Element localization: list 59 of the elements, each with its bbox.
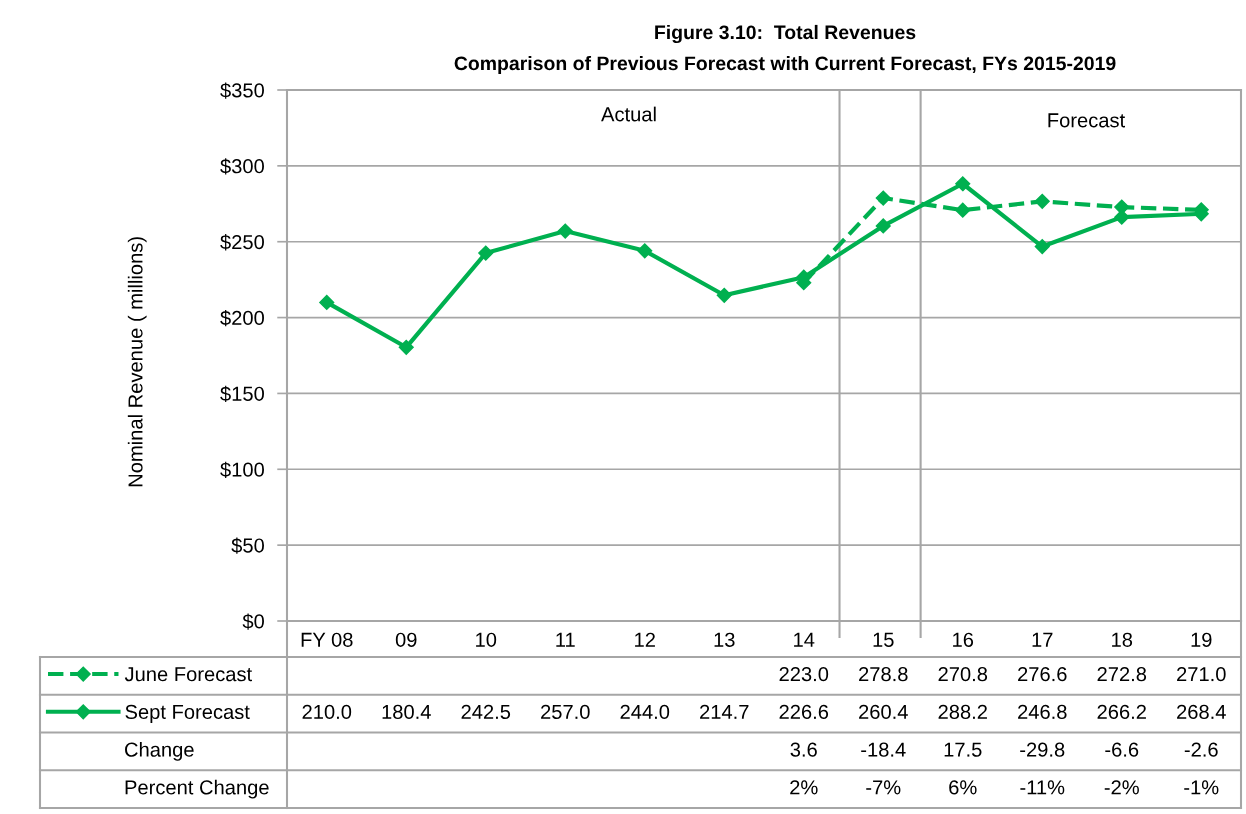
text: -2.6 — [1184, 742, 1218, 757]
legend-label: Sept Forecast — [125, 704, 250, 724]
text: 270.8 — [938, 667, 988, 682]
text: 271.0 — [1177, 667, 1226, 682]
text: 244.0 — [620, 704, 670, 720]
text: -6.6 — [1105, 742, 1139, 757]
x-tick-label: FY 08 — [301, 632, 353, 647]
x-tick-label: 16 — [953, 632, 974, 647]
annotation: Actual — [601, 106, 656, 122]
y-tick-label: $150 — [220, 385, 264, 403]
text: 3.6 — [790, 742, 817, 757]
text: -2% — [1104, 780, 1139, 795]
text: -18.4 — [861, 742, 906, 757]
text: -11% — [1020, 780, 1065, 795]
x-tick-label: 14 — [794, 632, 815, 647]
text: 180.4 — [382, 704, 431, 720]
y-tick-label: $50 — [231, 537, 264, 554]
x-tick-label: 12 — [635, 632, 655, 647]
text: 260.4 — [859, 704, 908, 720]
text: 17.5 — [944, 742, 982, 757]
chart-subtitle: Comparison of Previous Forecast with Current Forecast, FYs 2015-2019 — [454, 55, 1116, 75]
x-tick-label: 11 — [556, 632, 575, 647]
x-tick-label: 19 — [1191, 632, 1212, 647]
text: 226.6 — [779, 704, 829, 720]
y-tick-label: $300 — [220, 158, 264, 175]
y-axis-title: Nominal Revenue ( millions) — [127, 237, 147, 487]
text: -29.8 — [1020, 742, 1065, 757]
y-tick-label: $100 — [220, 461, 264, 478]
annotation: Forecast — [1048, 113, 1125, 128]
x-tick-label: 17 — [1032, 632, 1053, 647]
x-tick-label: 13 — [714, 632, 735, 647]
text: 268.4 — [1177, 704, 1226, 720]
text: 276.6 — [1018, 667, 1067, 682]
text: 246.8 — [1018, 704, 1067, 720]
y-tick-label: $250 — [220, 234, 264, 251]
text: 257.0 — [541, 704, 590, 720]
text: Change — [125, 741, 194, 761]
x-tick-label: 09 — [395, 632, 417, 647]
y-tick-label: $350 — [220, 82, 264, 99]
y-tick-label: $200 — [220, 309, 264, 327]
x-tick-label: 18 — [1112, 632, 1133, 647]
y-tick-label: $0 — [242, 613, 264, 630]
text: -7% — [866, 780, 901, 795]
chart-title: Figure 3.10: Total Revenues — [655, 24, 916, 44]
text: -1% — [1184, 780, 1219, 795]
text: 288.2 — [938, 704, 987, 720]
text: 214.7 — [700, 704, 749, 719]
text: 272.8 — [1097, 667, 1147, 682]
x-tick-label: 15 — [873, 632, 894, 647]
legend-label: June Forecast — [124, 667, 252, 682]
text: 210.0 — [302, 704, 352, 720]
text: 2% — [790, 780, 818, 795]
text: 223.0 — [779, 667, 829, 682]
text: Percent Change — [125, 779, 269, 799]
text: 266.2 — [1097, 704, 1146, 720]
text: 278.8 — [859, 667, 908, 682]
text: 6% — [949, 780, 977, 795]
text: 242.5 — [461, 704, 511, 720]
x-tick-label: 10 — [476, 632, 497, 647]
